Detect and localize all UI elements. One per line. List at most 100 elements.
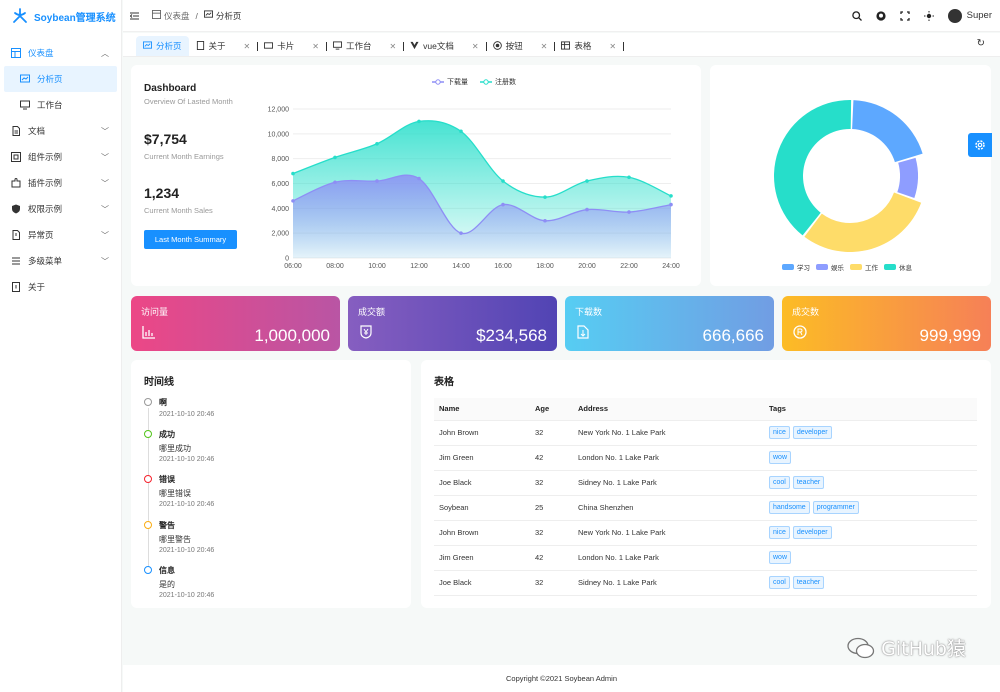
cell-tags: nice developer	[764, 520, 977, 546]
sidebar-item-docs[interactable]: 文档 ﹀	[0, 118, 121, 144]
header-actions: Super	[852, 8, 1000, 23]
close-icon[interactable]: ✕	[609, 41, 617, 51]
close-icon[interactable]: ✕	[471, 41, 479, 51]
column-header[interactable]: Name	[434, 398, 530, 421]
stat-title: 成交额	[358, 307, 386, 317]
data-point[interactable]	[585, 207, 589, 212]
user-menu[interactable]: Super	[947, 8, 992, 23]
tab-about[interactable]: 关于 ✕	[189, 36, 259, 56]
table-row[interactable]: John Brown 32 New York No. 1 Lake Park nice…	[434, 520, 977, 546]
logo-icon	[13, 8, 27, 23]
github-icon[interactable]	[876, 10, 887, 21]
data-point[interactable]	[543, 195, 547, 199]
table-row[interactable]: John Brown 32 New York No. 1 Lake Park nice…	[434, 420, 977, 446]
menu-collapse-icon[interactable]	[129, 9, 140, 23]
sidebar-item-dashboard[interactable]: 仪表盘 ︿	[0, 40, 121, 66]
x-tick-label: 12:00	[410, 263, 428, 270]
sidebar-item-about[interactable]: 关于	[0, 274, 121, 300]
table-row[interactable]: Soybean 25 China Shenzhen handsome programme…	[434, 495, 977, 521]
data-point[interactable]	[585, 179, 589, 183]
sidebar-item-workbench[interactable]: 工作台	[0, 92, 121, 118]
legend-item[interactable]: 学习	[782, 262, 810, 272]
close-icon[interactable]: ✕	[540, 41, 548, 51]
tag-badge: handsome	[769, 501, 810, 514]
close-icon[interactable]: ✕	[312, 41, 319, 51]
data-point[interactable]	[669, 194, 673, 198]
sidebar-item-analysis[interactable]: 分析页	[4, 66, 117, 92]
sidebar-menu: 仪表盘 ︿ 分析页 工作台 文档 ﹀ 组件示例 ﹀	[0, 40, 121, 300]
cell-address: London No. 1 Lake Park	[573, 445, 764, 471]
tab-workbench[interactable]: 工作台 ✕	[326, 36, 405, 56]
tab-vue-docs[interactable]: vue文档 ✕	[403, 36, 487, 56]
series-line	[292, 120, 672, 198]
tab-divider	[325, 42, 327, 51]
settings-button[interactable]	[968, 133, 992, 157]
sidebar-item-multi-menu[interactable]: 多级菜单 ﹀	[0, 248, 121, 274]
tab-table[interactable]: 表格 ✕	[554, 36, 625, 56]
table-row[interactable]: Jim Green 42 London No. 1 Lake Park wow	[434, 445, 977, 471]
cell-tags: nice developer	[764, 420, 977, 446]
pie-slice[interactable]	[774, 100, 852, 236]
timeline-dot	[144, 475, 152, 483]
table-row[interactable]: Joe Black 32 Sidney No. 1 Lake Park cool tea…	[434, 470, 977, 496]
legend-item[interactable]: 下载量	[432, 77, 468, 87]
data-point[interactable]	[333, 180, 337, 185]
pie-slice[interactable]	[852, 100, 923, 163]
data-point[interactable]	[333, 155, 337, 160]
data-point[interactable]	[459, 231, 463, 235]
column-header[interactable]: Address	[573, 398, 764, 421]
data-point[interactable]	[291, 171, 295, 176]
data-point[interactable]	[501, 202, 505, 207]
legend-item[interactable]: 注册数	[480, 77, 516, 87]
tab-analysis[interactable]: 分析页	[136, 36, 189, 56]
data-point[interactable]	[501, 179, 505, 183]
column-header[interactable]: Age	[530, 398, 573, 421]
legend-item[interactable]: 休息	[884, 262, 912, 272]
sun-icon[interactable]	[924, 10, 935, 21]
data-point[interactable]	[627, 210, 631, 214]
gear-icon	[975, 140, 985, 150]
legend-item[interactable]: 娱乐	[816, 262, 844, 272]
pie-slice[interactable]	[804, 192, 922, 252]
data-point[interactable]	[459, 129, 463, 134]
fullscreen-icon[interactable]	[900, 10, 911, 21]
breadcrumb-item[interactable]: 分析页	[215, 10, 242, 21]
sidebar-item-exception[interactable]: 异常页 ﹀	[0, 222, 121, 248]
table-row[interactable]: Joe Black 32 Sidney No. 1 Lake Park cool tea…	[434, 570, 977, 596]
search-icon[interactable]	[852, 10, 863, 21]
data-point[interactable]	[375, 179, 379, 183]
data-point[interactable]	[543, 218, 547, 223]
last-month-summary-button[interactable]: Last Month Summary	[144, 230, 237, 249]
data-point[interactable]	[417, 119, 421, 124]
y-tick-label: 12,000	[268, 107, 290, 114]
dashboard-icon	[11, 48, 21, 58]
x-tick-label: 16:00	[494, 263, 512, 270]
tab-card[interactable]: 卡片 ✕	[257, 36, 327, 56]
sidebar-item-plugins[interactable]: 插件示例 ﹀	[0, 170, 121, 196]
tab-button[interactable]: 按钮 ✕	[486, 36, 556, 56]
data-point[interactable]	[669, 202, 673, 207]
legend-swatch	[782, 264, 794, 270]
sidebar-item-label: 多级菜单	[28, 256, 63, 266]
column-header[interactable]: Tags	[764, 398, 977, 421]
data-point[interactable]	[291, 199, 295, 203]
legend-label: 工作	[865, 265, 878, 272]
pie-slice[interactable]	[897, 157, 918, 198]
refresh-icon[interactable]: ↻	[976, 38, 985, 49]
sidebar-item-label: 工作台	[37, 100, 63, 110]
table-row[interactable]: Jim Green 42 London No. 1 Lake Park wow	[434, 545, 977, 571]
close-icon[interactable]: ✕	[243, 41, 251, 51]
series-line	[292, 174, 672, 234]
legend-item[interactable]: 工作	[850, 262, 878, 272]
avatar	[947, 8, 962, 23]
sidebar-item-components[interactable]: 组件示例 ﹀	[0, 144, 121, 170]
data-point[interactable]	[627, 175, 631, 180]
cell-age: 42	[530, 445, 573, 471]
logo[interactable]: Soybean管理系统	[0, 0, 121, 32]
chevron-down-icon: ﹀	[101, 127, 109, 136]
data-point[interactable]	[375, 141, 379, 146]
data-point[interactable]	[417, 176, 421, 181]
sidebar-item-permission[interactable]: 权限示例 ﹀	[0, 196, 121, 222]
close-icon[interactable]: ✕	[389, 41, 397, 51]
breadcrumb-item[interactable]: 仪表盘	[164, 10, 190, 21]
